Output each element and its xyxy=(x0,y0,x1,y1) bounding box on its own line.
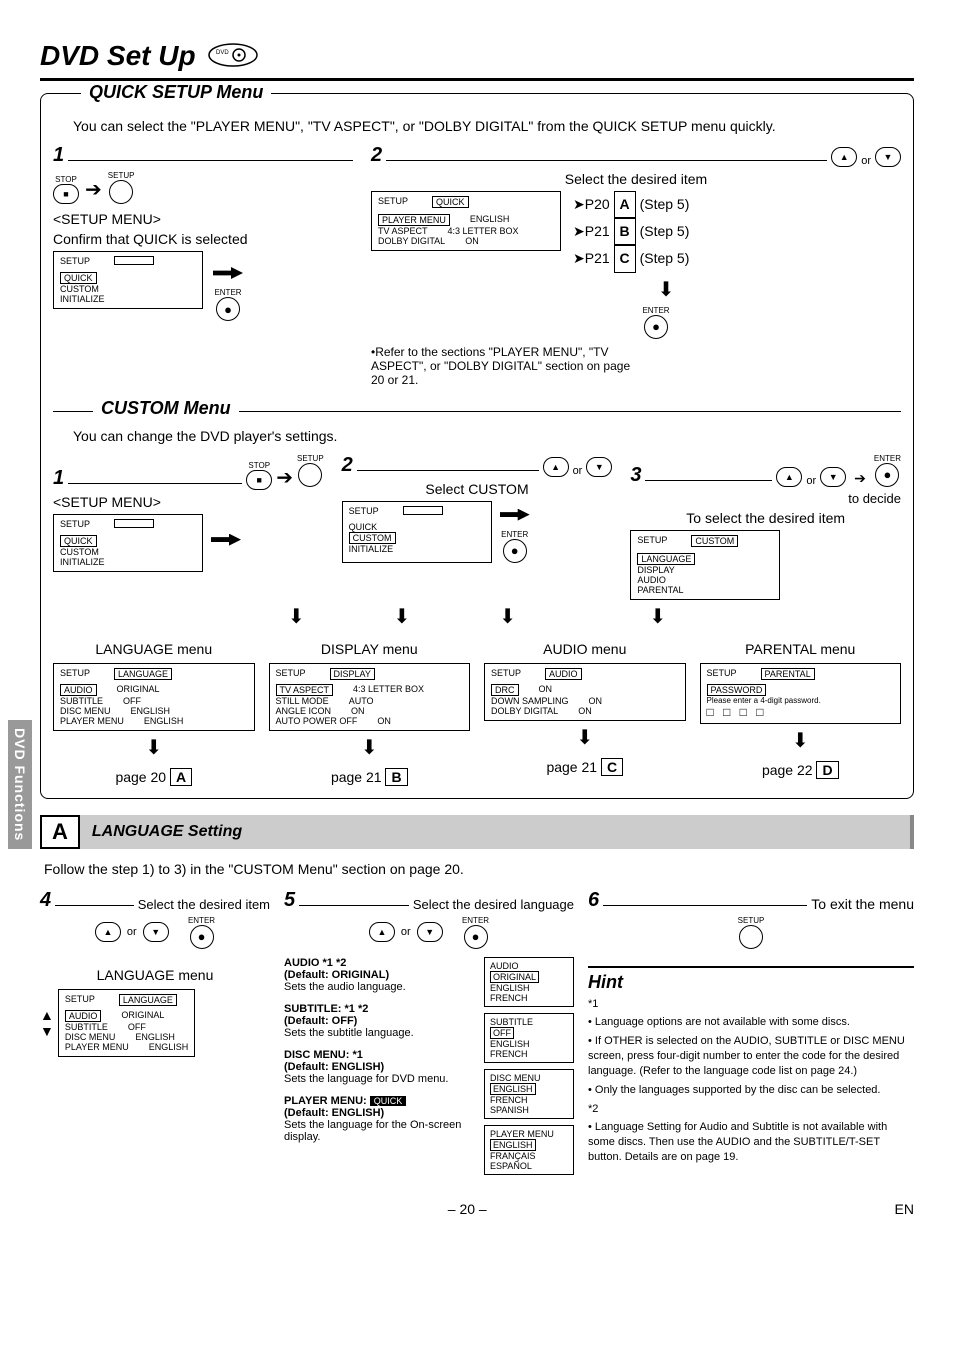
hint-box: Hint *1 • Language options are not avail… xyxy=(588,966,914,1165)
custom-step-2: 2 ▲ or ▼ Select CUSTOM SETUP QUICK CUSTO… xyxy=(342,454,613,563)
subtitle-setting-block: SUBTITLE: *1 *2 (Default: OFF) Sets the … xyxy=(284,1003,474,1039)
up-button-icon: ▲ xyxy=(369,922,395,942)
refer-note: •Refer to the sections "PLAYER MENU", "T… xyxy=(371,345,631,387)
up-button-icon: ▲ xyxy=(543,457,569,477)
enter-button-icon: ● xyxy=(503,539,527,563)
up-button-icon: ▲ xyxy=(776,467,802,487)
arrow-right-icon: ➔ xyxy=(85,177,102,202)
page-lang: EN xyxy=(895,1201,914,1217)
osd-setup-1: SETUP QUICK CUSTOM INITIALIZE xyxy=(53,251,203,309)
down-button-icon: ▼ xyxy=(875,147,901,167)
osd-quick: SETUPQUICK PLAYER MENUENGLISH TV ASPECT4… xyxy=(371,191,561,251)
lang-step-5: 5Select the desired language ▲ or ▼ ENTE… xyxy=(284,889,574,1181)
language-setting-header: A LANGUAGE Setting xyxy=(40,815,914,849)
parental-menu-col: PARENTAL menu SETUPPARENTAL PASSWORD Ple… xyxy=(700,641,902,786)
lang-step-4: 4Select the desired item ▲ or ▼ ENTER● L… xyxy=(40,889,270,1057)
enter-button-icon: ● xyxy=(464,925,488,949)
down-button-icon: ▼ xyxy=(586,457,612,477)
custom-menu-label: CUSTOM Menu xyxy=(93,398,239,419)
setup-button-icon xyxy=(739,925,763,949)
down-button-icon: ▼ xyxy=(417,922,443,942)
setup-menu-heading: <SETUP MENU> xyxy=(53,211,353,227)
osd-lang-step4: SETUPLANGUAGE AUDIOORIGINAL SUBTITLEOFF … xyxy=(58,989,195,1057)
custom-menu-intro: You can change the DVD player's settings… xyxy=(73,428,901,444)
confirm-text: Confirm that QUICK is selected xyxy=(53,231,353,247)
quick-setup-label: QUICK SETUP Menu xyxy=(81,82,271,103)
quick-setup-section: QUICK SETUP Menu You can select the "PLA… xyxy=(40,93,914,799)
setup-button-icon xyxy=(109,180,133,204)
enter-button-icon: ● xyxy=(190,925,214,949)
up-button-icon: ▲ xyxy=(831,147,857,167)
quick-step-1: 1 STOP■ ➔ SETUP <SETUP MENU> Confirm tha… xyxy=(53,144,353,321)
sidebar-tab: DVD Functions xyxy=(8,720,32,849)
four-menus-row: LANGUAGE menu SETUPLANGUAGE AUDIOORIGINA… xyxy=(53,641,901,786)
lang-step-6: 6To exit the menu SETUP Hint *1 • Langua… xyxy=(588,889,914,1169)
osd-custom-3: SETUPCUSTOM LANGUAGE DISPLAY AUDIO PAREN… xyxy=(630,530,780,600)
enter-button-icon: ● xyxy=(216,297,240,321)
follow-text: Follow the step 1) to 3) in the "CUSTOM … xyxy=(44,861,914,877)
osd-custom-1: SETUP QUICK CUSTOM INITIALIZE xyxy=(53,514,203,572)
down-button-icon: ▼ xyxy=(143,922,169,942)
quick-step-2: 2 ▲ or ▼ Select the desired item SETUPQU… xyxy=(371,144,901,387)
display-menu-col: DISPLAY menu SETUPDISPLAY TV ASPECT4:3 L… xyxy=(269,641,471,786)
playermenu-setting-block: PLAYER MENU: QUICK (Default: ENGLISH) Se… xyxy=(284,1095,474,1143)
page-title: DVD Set Up xyxy=(40,40,196,72)
svg-text:DVD: DVD xyxy=(216,50,229,56)
custom-step-1: 1 STOP■ ➔ SETUP <SETUP MENU> SETUP QUICK… xyxy=(53,454,324,572)
osd-custom-2: SETUP QUICK CUSTOM INITIALIZE xyxy=(342,501,492,563)
audio-menu-col: AUDIO menu SETUPAUDIO DRCON DOWN SAMPLIN… xyxy=(484,641,686,786)
down-button-icon: ▼ xyxy=(820,467,846,487)
setup-button-icon xyxy=(298,463,322,487)
page-number: – 20 – xyxy=(448,1201,487,1217)
custom-step-3: 3 ▲ or ▼ ➔ ENTER● to decide To select th… xyxy=(630,454,901,600)
page-footer: – 20 – EN xyxy=(40,1201,914,1217)
language-setting-row: 4Select the desired item ▲ or ▼ ENTER● L… xyxy=(40,889,914,1181)
thick-arrow-icon xyxy=(213,267,243,279)
audio-setting-block: AUDIO *1 *2 (Default: ORIGINAL) Sets the… xyxy=(284,957,474,993)
quick-setup-intro: You can select the "PLAYER MENU", "TV AS… xyxy=(73,118,901,134)
enter-button-icon: ● xyxy=(644,315,668,339)
language-menu-col: LANGUAGE menu SETUPLANGUAGE AUDIOORIGINA… xyxy=(53,641,255,786)
page-title-row: DVD Set Up DVD xyxy=(40,40,914,81)
custom-menu-section: CUSTOM Menu You can change the DVD playe… xyxy=(53,411,901,786)
stop-button-icon: ■ xyxy=(53,184,79,204)
discmenu-setting-block: DISC MENU: *1 (Default: ENGLISH) Sets th… xyxy=(284,1049,474,1085)
dvd-icon: DVD xyxy=(206,42,260,71)
enter-button-icon: ● xyxy=(875,463,899,487)
up-button-icon: ▲ xyxy=(95,922,121,942)
stop-button-icon: ■ xyxy=(246,470,272,490)
